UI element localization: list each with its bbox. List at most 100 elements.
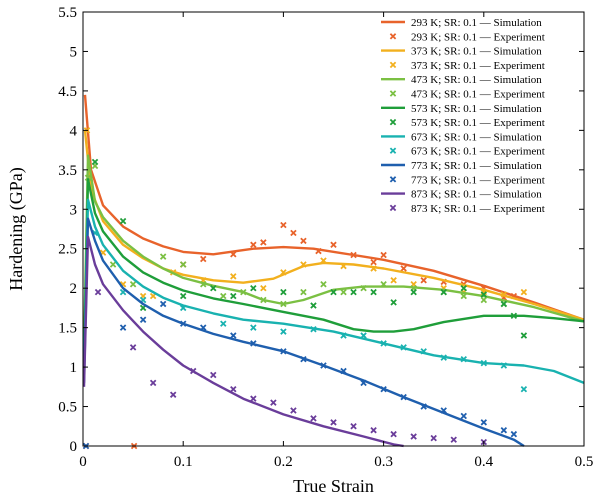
y-tick-label: 4.5 (58, 84, 77, 100)
data-point (321, 282, 326, 287)
legend-item: 773 K; SR: 0.1 — Experiment (390, 174, 544, 186)
y-tick-label: 1.5 (58, 321, 77, 337)
data-point (221, 321, 226, 326)
legend-label: 873 K; SR: 0.1 — Simulation (411, 189, 542, 201)
legend: 293 K; SR: 0.1 — Simulation293 K; SR: 0.… (381, 17, 545, 215)
data-point (231, 293, 236, 298)
legend-item: 673 K; SR: 0.1 — Simulation (381, 131, 542, 143)
legend-marker-swatch (390, 148, 395, 153)
y-tick-label: 5 (70, 44, 78, 60)
y-tick-label: 2 (70, 281, 78, 297)
series-9 (92, 230, 526, 391)
legend-label: 873 K; SR: 0.1 — Experiment (411, 203, 545, 215)
data-point (451, 437, 456, 442)
data-point (120, 219, 125, 224)
data-point (251, 325, 256, 330)
legend-marker-swatch (390, 177, 395, 182)
legend-label: 373 K; SR: 0.1 — Experiment (411, 60, 545, 72)
data-point (371, 260, 376, 265)
data-point (391, 432, 396, 437)
data-point (501, 301, 506, 306)
y-tick-label: 3 (70, 202, 78, 218)
data-point (261, 240, 266, 245)
data-point (131, 345, 136, 350)
data-point (331, 420, 336, 425)
data-point (301, 238, 306, 243)
data-point (331, 242, 336, 247)
legend-label: 773 K; SR: 0.1 — Simulation (411, 160, 542, 172)
data-point (171, 392, 176, 397)
data-point (521, 387, 526, 392)
legend-item: 873 K; SR: 0.1 — Experiment (390, 203, 544, 215)
legend-item: 473 K; SR: 0.1 — Experiment (390, 89, 544, 101)
data-point (411, 434, 416, 439)
x-tick-label: 0 (79, 454, 87, 470)
y-tick-label: 3.5 (58, 163, 77, 179)
x-tick-label: 0.4 (474, 454, 493, 470)
data-point (211, 372, 216, 377)
data-point (231, 387, 236, 392)
legend-item: 773 K; SR: 0.1 — Simulation (381, 160, 542, 172)
data-point (291, 230, 296, 235)
data-point (461, 286, 466, 291)
y-tick-label: 0 (70, 439, 78, 455)
data-point (391, 278, 396, 283)
legend-item: 573 K; SR: 0.1 — Experiment (390, 117, 544, 129)
legend-marker-swatch (390, 91, 395, 96)
legend-item: 673 K; SR: 0.1 — Experiment (390, 146, 544, 158)
data-point (311, 416, 316, 421)
y-axis-title: Hardening (GPa) (6, 167, 27, 290)
y-tick-label: 4 (70, 123, 78, 139)
data-point (281, 222, 286, 227)
x-axis-title: True Strain (293, 476, 374, 496)
data-point (511, 432, 516, 437)
data-point (231, 274, 236, 279)
y-tick-label: 5.5 (58, 5, 77, 21)
data-point (421, 278, 426, 283)
data-point (271, 400, 276, 405)
data-point (481, 420, 486, 425)
data-point (391, 300, 396, 305)
legend-label: 573 K; SR: 0.1 — Simulation (411, 103, 542, 115)
legend-item: 293 K; SR: 0.1 — Experiment (390, 31, 544, 43)
data-point (401, 266, 406, 271)
data-point (281, 290, 286, 295)
legend-marker-swatch (390, 34, 395, 39)
data-point (231, 333, 236, 338)
legend-label: 773 K; SR: 0.1 — Experiment (411, 174, 545, 186)
data-point (341, 290, 346, 295)
legend-item: 473 K; SR: 0.1 — Simulation (381, 74, 542, 86)
data-point (521, 290, 526, 295)
legend-label: 473 K; SR: 0.1 — Simulation (411, 74, 542, 86)
legend-marker-swatch (390, 62, 395, 67)
data-point (131, 282, 136, 287)
data-point (120, 325, 125, 330)
data-point (201, 256, 206, 261)
data-point (251, 286, 256, 291)
data-point (151, 380, 156, 385)
y-tick-label: 1 (70, 360, 78, 376)
data-point (461, 413, 466, 418)
legend-marker-swatch (390, 120, 395, 125)
data-point (251, 396, 256, 401)
legend-label: 573 K; SR: 0.1 — Experiment (411, 117, 545, 129)
legend-marker-swatch (390, 205, 395, 210)
data-point (361, 333, 366, 338)
legend-label: 673 K; SR: 0.1 — Simulation (411, 131, 542, 143)
data-point (301, 290, 306, 295)
data-point (311, 303, 316, 308)
legend-label: 673 K; SR: 0.1 — Experiment (411, 146, 545, 158)
series-11 (83, 301, 516, 448)
data-point (351, 424, 356, 429)
data-point (521, 333, 526, 338)
data-point (291, 408, 296, 413)
series-10 (84, 219, 524, 446)
data-point (371, 428, 376, 433)
legend-item: 373 K; SR: 0.1 — Simulation (381, 46, 542, 58)
y-tick-label: 0.5 (58, 400, 77, 416)
x-tick-label: 0.1 (174, 454, 193, 470)
y-tick-label: 2.5 (58, 242, 77, 258)
data-point (351, 290, 356, 295)
legend-label: 293 K; SR: 0.1 — Experiment (411, 31, 545, 43)
